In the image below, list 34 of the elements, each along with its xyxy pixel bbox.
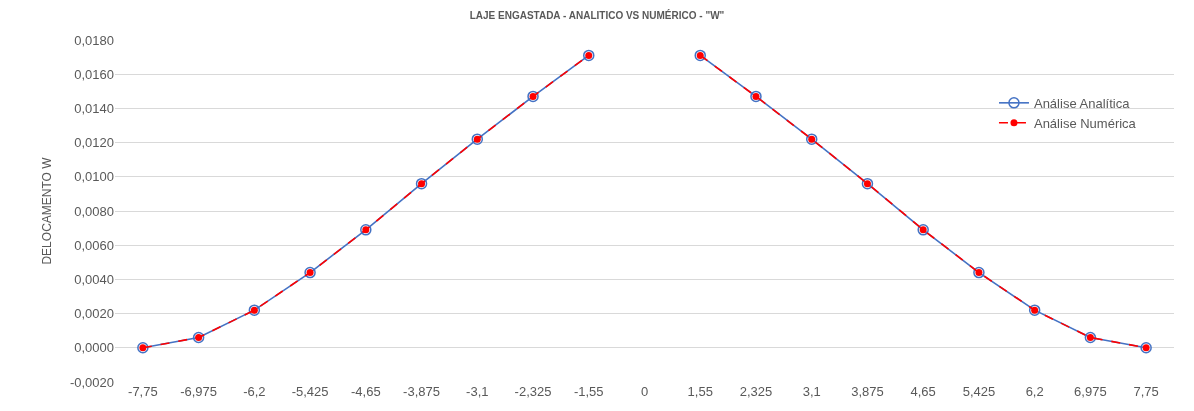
x-tick-label: -7,75	[128, 384, 158, 399]
x-tick-label: 3,1	[802, 384, 821, 399]
y-tick-label: -0,0020	[69, 374, 114, 390]
x-tick-label: 1,55	[687, 384, 713, 399]
y-tick-label: 0,0060	[74, 237, 114, 253]
x-tick-label: -5,425	[291, 384, 329, 399]
y-tick-label: 0,0020	[74, 306, 114, 322]
legend-label: Análise Analítica	[1033, 95, 1131, 111]
x-tick-label: 5,425	[962, 384, 996, 399]
x-tick-label: -6,975	[180, 384, 218, 399]
x-tick-label: -3,875	[403, 384, 440, 399]
y-tick-label: 0,0140	[74, 100, 114, 116]
x-tick-label: 4,65	[910, 384, 936, 399]
y-tick-label: 0,0120	[74, 135, 114, 151]
x-tick-label: 0	[640, 384, 649, 399]
x-tick-label: -6,2	[243, 384, 266, 399]
x-tick-label: 6,975	[1074, 384, 1107, 399]
x-tick-label: 7,75	[1133, 384, 1159, 399]
legend-label: Análise Numérica	[1033, 115, 1137, 131]
x-tick-label: 3,875	[851, 384, 884, 399]
x-tick-label: -1,55	[573, 384, 604, 399]
x-tick-label: -2,325	[514, 384, 552, 399]
y-tick-label: 0,0160	[74, 66, 114, 82]
y-axis-title: DELOCAMENTO W	[40, 156, 55, 265]
x-tick-label: 2,325	[739, 384, 773, 399]
x-tick-label: -3,1	[466, 384, 489, 399]
y-tick-label: 0,0000	[74, 340, 114, 356]
chart-title: LAJE ENGASTADA - ANALITICO VS NUMÉRICO - "W"	[469, 9, 725, 22]
y-tick-label: 0,0080	[74, 203, 114, 219]
y-tick-label: 0,0040	[74, 271, 114, 287]
y-tick-label: 0,0100	[74, 169, 114, 185]
y-tick-label: 0,0180	[74, 32, 114, 48]
x-tick-label: 6,2	[1025, 384, 1044, 399]
x-tick-label: -4,65	[351, 384, 381, 399]
